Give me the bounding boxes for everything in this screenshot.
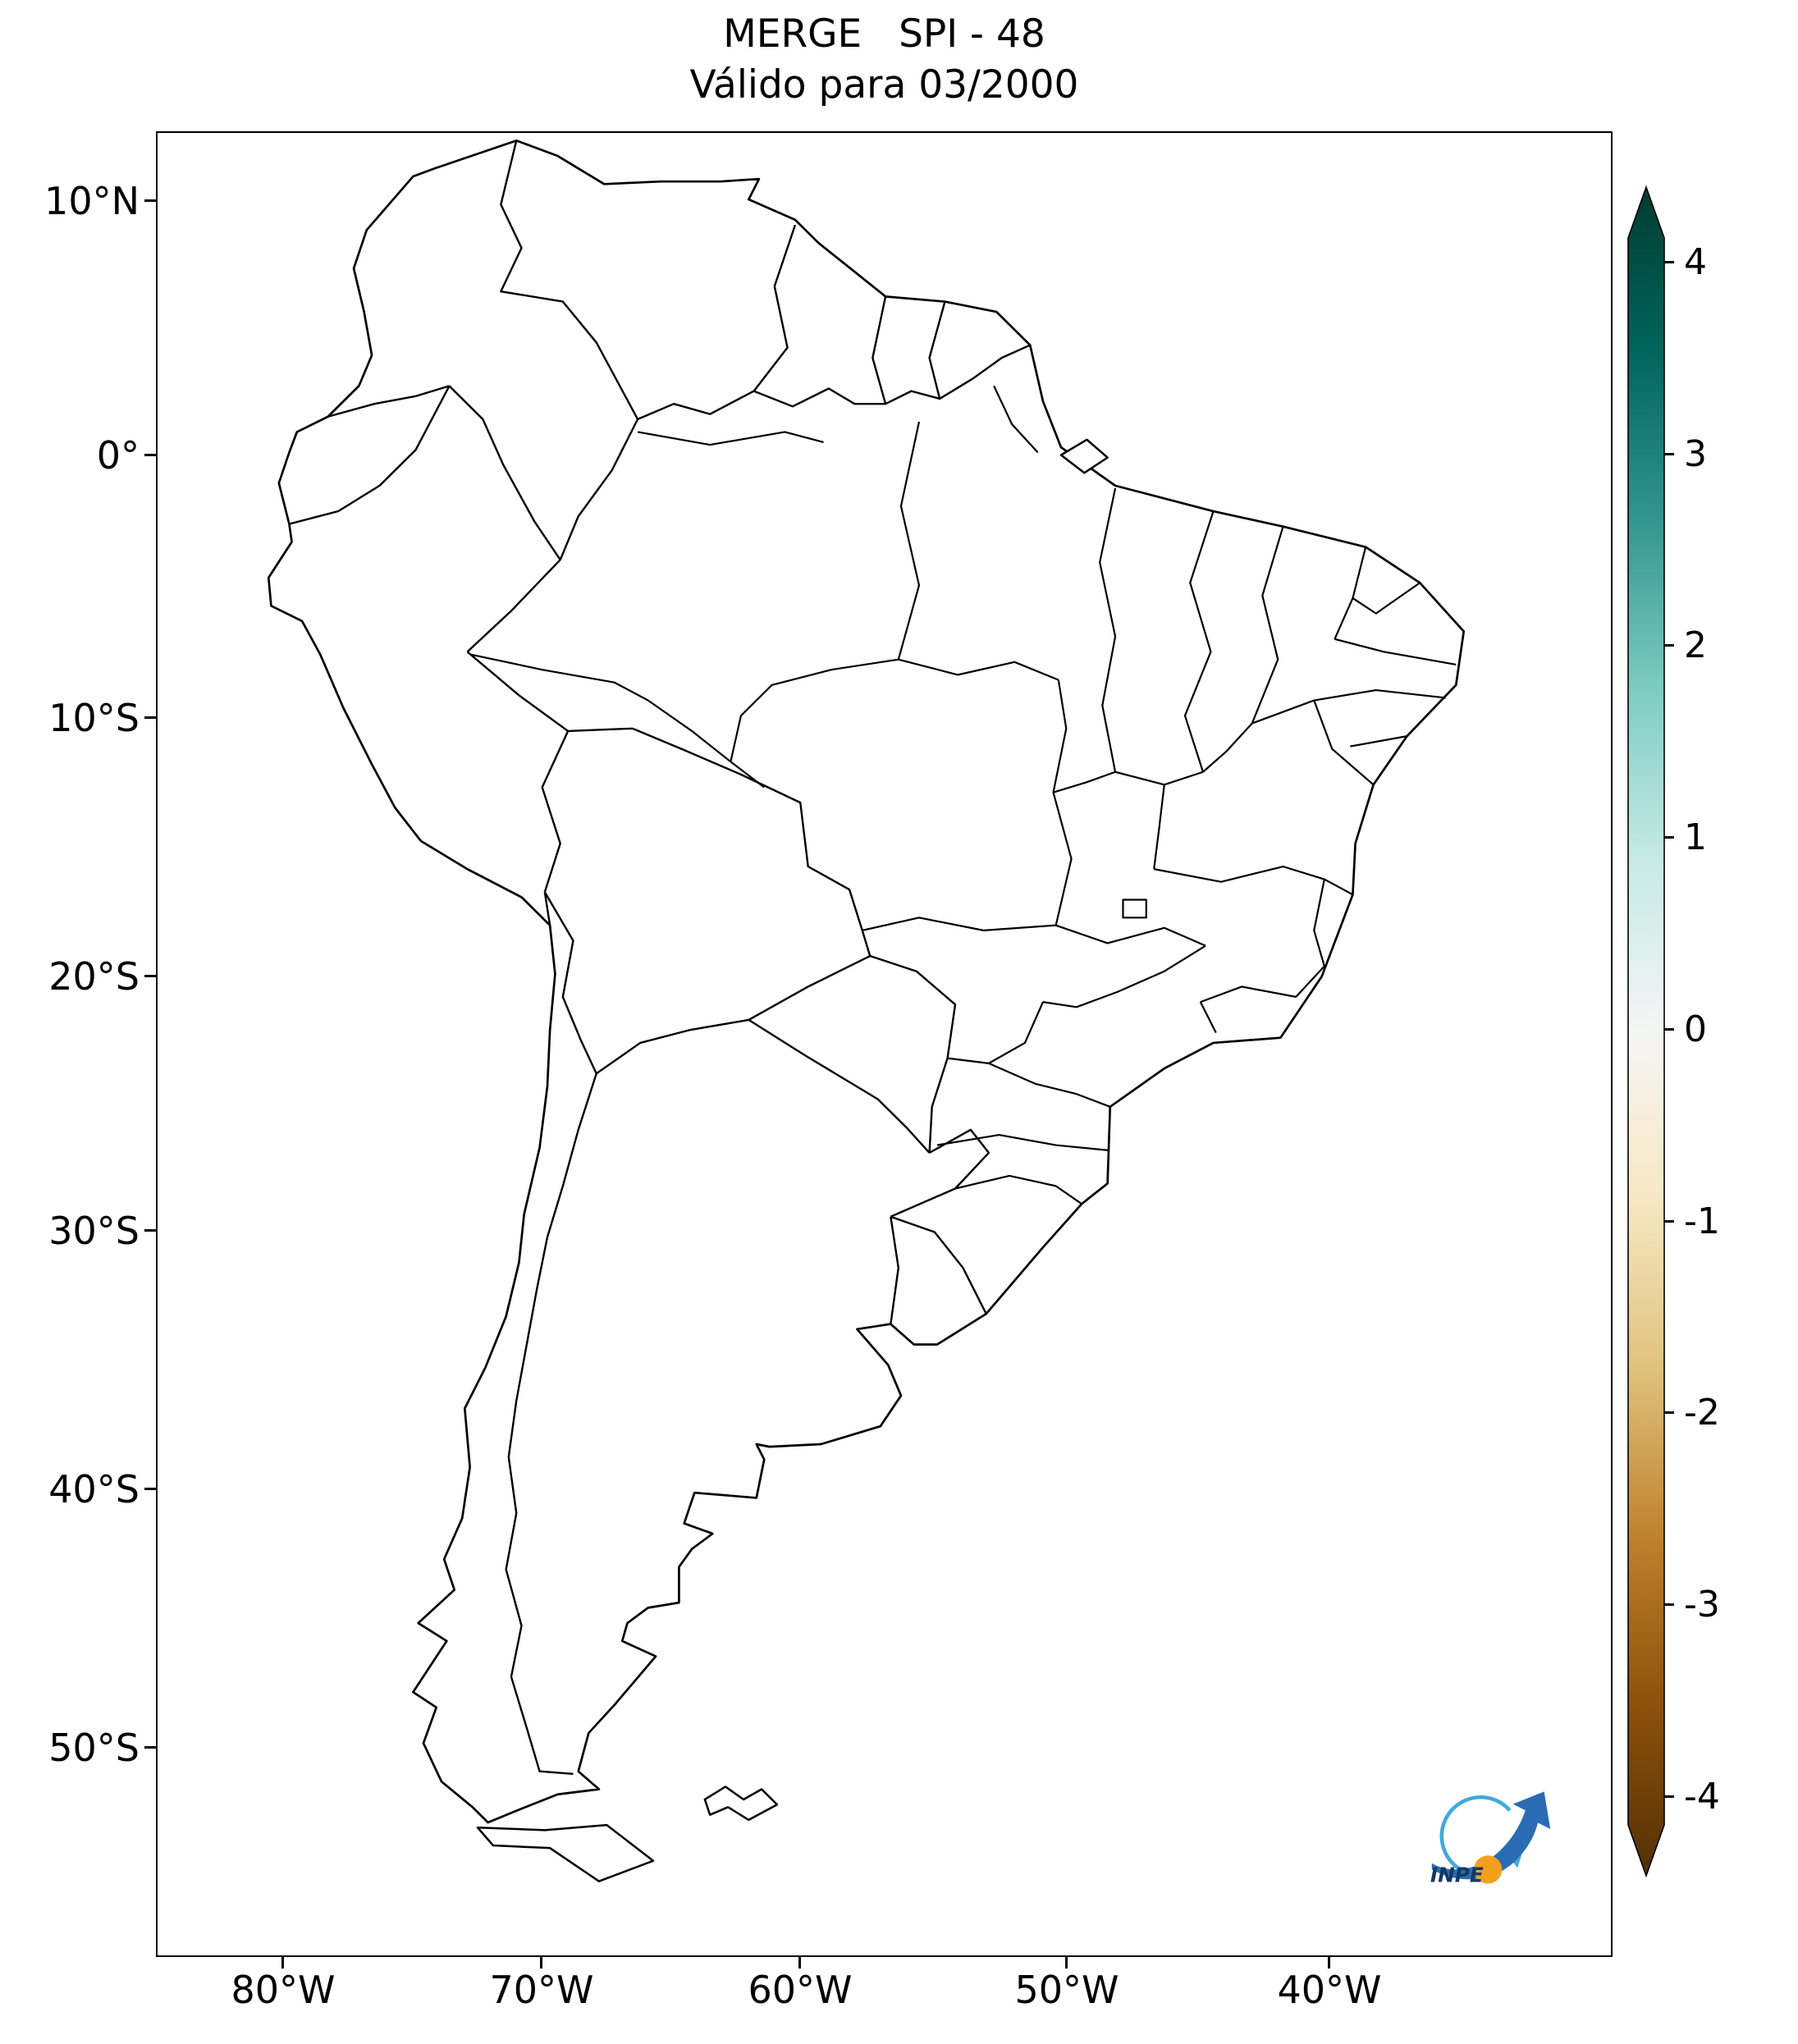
tick-mark <box>1065 1957 1068 1969</box>
tick-mark <box>1328 1957 1330 1969</box>
tick-mark <box>281 1957 284 1969</box>
colorbar-tick-label: -2 <box>1684 1392 1720 1434</box>
lon-tick-label: 40°W <box>1277 1968 1382 2012</box>
lon-tick-label: 50°W <box>1014 1968 1119 2012</box>
colorbar-tick-label: 3 <box>1684 433 1707 475</box>
tierra-del-fuego-outline <box>478 1825 653 1882</box>
tick-mark <box>144 454 156 456</box>
tick-mark <box>144 1229 156 1232</box>
colorbar-tick-label: -3 <box>1684 1584 1720 1626</box>
tick-mark <box>1664 1220 1674 1223</box>
island-outline <box>705 1786 777 1819</box>
colorbar-bar <box>1627 185 1665 1877</box>
tick-mark <box>1664 1028 1674 1031</box>
tick-mark <box>1664 836 1674 839</box>
lon-tick-label: 60°W <box>748 1968 853 2012</box>
colorbar-tick-label: -4 <box>1684 1776 1720 1818</box>
logo-sphere-icon <box>1474 1855 1503 1884</box>
marajo-island-outline <box>1061 440 1108 473</box>
plot-title: MERGE SPI - 48 <box>723 11 1045 57</box>
tick-mark <box>1664 1603 1674 1606</box>
inpe-logo: INPE <box>1430 1791 1551 1887</box>
lat-tick-label: 40°S <box>48 1467 140 1511</box>
lat-tick-label: 20°S <box>48 954 140 999</box>
colorbar-tick-label: 2 <box>1684 624 1707 666</box>
tick-mark <box>1664 1795 1674 1798</box>
colorbar-tick-label: 0 <box>1684 1008 1707 1050</box>
country-borders <box>289 140 1030 1773</box>
lon-tick-label: 70°W <box>489 1968 594 2012</box>
state-borders <box>470 386 1457 1204</box>
lat-tick-label: 50°S <box>48 1726 140 1770</box>
colorbar-tick-label: -1 <box>1684 1200 1720 1242</box>
lat-tick-label: 10°S <box>48 696 140 740</box>
lon-tick-label: 80°W <box>231 1968 336 2012</box>
south-america-map <box>158 133 1611 1955</box>
tick-mark <box>144 975 156 977</box>
tick-mark <box>144 1746 156 1749</box>
tick-mark <box>1664 453 1674 455</box>
lat-tick-label: 30°S <box>48 1209 140 1253</box>
lat-tick-label: 10°N <box>44 179 140 223</box>
tick-mark <box>1664 1411 1674 1414</box>
colorbar-tick-label: 1 <box>1684 816 1707 858</box>
tick-mark <box>798 1957 801 1969</box>
colorbar-tick-label: 4 <box>1684 241 1707 283</box>
coastline <box>268 140 1463 1822</box>
plot-subtitle: Válido para 03/2000 <box>689 62 1079 107</box>
tick-mark <box>144 199 156 202</box>
logo-text: INPE <box>1430 1863 1484 1887</box>
lat-tick-label: 0° <box>96 433 140 478</box>
tick-mark <box>540 1957 542 1969</box>
colorbar <box>1627 185 1665 1877</box>
tick-mark <box>144 1488 156 1490</box>
tick-mark <box>1664 644 1674 647</box>
tick-mark <box>144 716 156 719</box>
map-axes <box>156 131 1613 1957</box>
tick-mark <box>1664 261 1674 263</box>
